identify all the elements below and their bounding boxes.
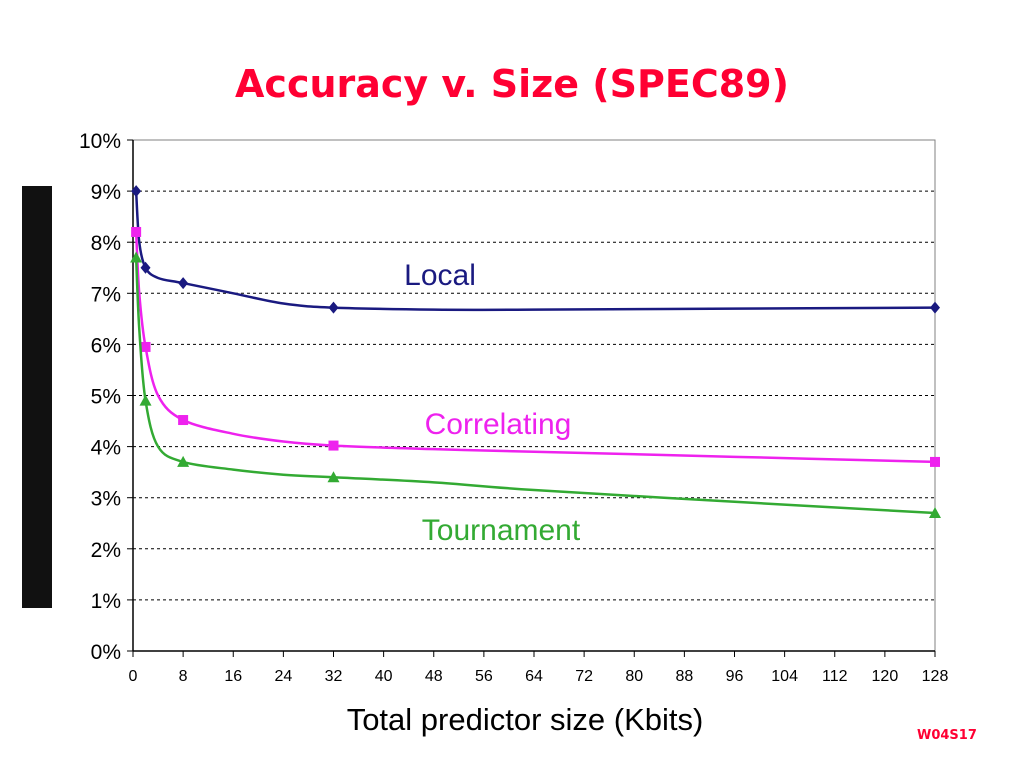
series-labels: Local Correlating Tournament <box>404 259 581 547</box>
x-tick-label: 40 <box>375 668 393 685</box>
slide-code: W04S17 <box>917 728 977 743</box>
y-tick-label: 6% <box>91 334 121 357</box>
series-label-local: Local <box>404 259 476 292</box>
x-tick-label: 120 <box>872 668 899 685</box>
x-axis-label: Total predictor size (Kbits) <box>346 702 704 737</box>
data-point-local <box>930 301 940 314</box>
data-point-correlating <box>930 456 940 467</box>
x-tick-label: 72 <box>575 668 593 685</box>
series-label-tournament: Tournament <box>422 514 581 547</box>
y-tick-label: 8% <box>91 232 121 255</box>
x-tick-label: 0 <box>129 668 138 685</box>
data-point-correlating <box>328 440 339 451</box>
x-tick-label: 56 <box>475 668 493 685</box>
y-tick-label: 4% <box>91 437 121 460</box>
x-tick-label: 80 <box>625 668 643 685</box>
data-point-tournament <box>177 455 190 467</box>
y-axis-label-redacted <box>22 186 52 608</box>
x-tick-label: 96 <box>726 668 744 685</box>
gridlines <box>133 190 935 601</box>
y-tick-label: 0% <box>91 641 121 664</box>
x-tick-label: 24 <box>274 668 292 685</box>
x-tick-label: 64 <box>525 668 543 685</box>
data-point-local <box>178 277 189 290</box>
series <box>130 185 941 519</box>
data-point-correlating <box>178 415 189 426</box>
data-point-correlating <box>140 341 151 352</box>
y-tick-label: 2% <box>91 539 121 562</box>
data-point-correlating <box>131 226 142 237</box>
x-tick-label: 112 <box>822 668 848 685</box>
series-label-correlating: Correlating <box>425 408 572 441</box>
axes <box>127 139 936 657</box>
y-tick-label: 5% <box>91 386 121 409</box>
y-tick-label: 7% <box>91 283 121 306</box>
y-tick-label: 3% <box>91 488 121 511</box>
x-tick-label: 128 <box>922 668 949 685</box>
data-point-local <box>140 261 151 274</box>
x-tick-label: 48 <box>425 668 443 685</box>
data-point-tournament <box>327 471 340 483</box>
tick-labels: 0% 1% 2% 3% 4% 5% 6% 7% 8% 9% 10% 0 8 16 24 32 40 48 56 64 7… <box>79 130 948 685</box>
data-point-local <box>131 185 142 198</box>
x-tick-label: 88 <box>675 668 693 685</box>
y-tick-label: 1% <box>91 590 121 613</box>
x-tick-label: 104 <box>771 668 798 685</box>
y-tick-label: 9% <box>91 181 121 204</box>
x-tick-label: 8 <box>179 668 188 685</box>
data-point-tournament <box>130 251 143 263</box>
x-tick-label: 32 <box>325 668 343 685</box>
x-tick-label: 16 <box>224 668 242 685</box>
data-point-tournament <box>139 394 152 406</box>
y-tick-label: 10% <box>79 130 121 153</box>
data-point-tournament <box>929 507 941 519</box>
data-point-local <box>328 301 339 314</box>
slide-title: Accuracy v. Size (SPEC89) <box>235 62 789 106</box>
